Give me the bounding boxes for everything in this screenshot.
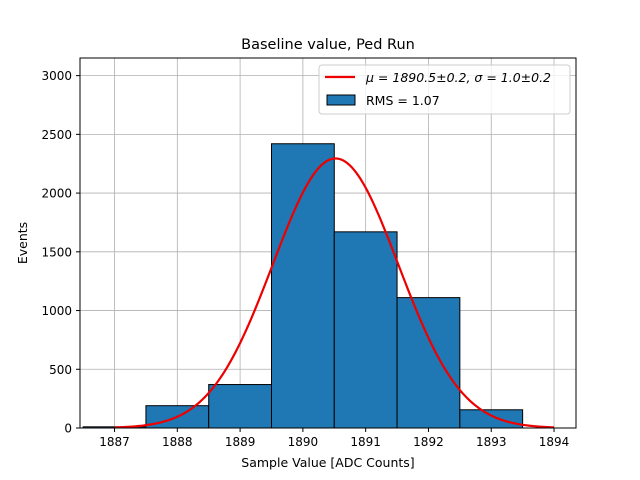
y-tick-label: 1000 bbox=[41, 304, 72, 318]
legend-histogram-label: RMS = 1.07 bbox=[366, 93, 440, 108]
legend: μ = 1890.5±0.2, σ = 1.0±0.2 RMS = 1.07 bbox=[318, 64, 571, 115]
x-tick-label: 1894 bbox=[539, 435, 570, 449]
histogram-bar bbox=[333, 231, 398, 429]
x-tick-label: 1889 bbox=[225, 435, 256, 449]
histogram-bar bbox=[208, 384, 272, 429]
x-tick-label: 1892 bbox=[413, 435, 444, 449]
x-tick-label: 1887 bbox=[99, 435, 130, 449]
x-tick-label: 1888 bbox=[162, 435, 193, 449]
x-tick-label: 1890 bbox=[288, 435, 319, 449]
y-tick-label: 0 bbox=[64, 422, 72, 436]
legend-histogram-swatch bbox=[326, 94, 356, 106]
legend-fit-mu: μ = 1890.5±0.2, bbox=[365, 70, 474, 85]
chart-title: Baseline value, Ped Run bbox=[241, 37, 415, 53]
legend-fit-label: μ = 1890.5±0.2, σ = 1.0±0.2 bbox=[365, 70, 551, 85]
gaussian-fit bbox=[114, 157, 555, 429]
y-tick-label: 500 bbox=[49, 363, 72, 377]
y-tick-label: 2500 bbox=[41, 128, 72, 142]
histogram-bar bbox=[459, 409, 524, 429]
histogram-bars bbox=[82, 143, 524, 429]
x-tick-label: 1893 bbox=[476, 435, 507, 449]
y-tick-label: 2000 bbox=[41, 187, 72, 201]
x-axis-label: Sample Value [ADC Counts] bbox=[241, 455, 414, 470]
fit-curve bbox=[114, 157, 555, 429]
y-axis: 0 500 1000 1500 2000 2500 3000 bbox=[41, 69, 80, 436]
legend-fit-sigma: σ = 1.0±0.2 bbox=[474, 70, 551, 85]
y-tick-label: 3000 bbox=[41, 69, 72, 83]
y-axis-label: Events bbox=[15, 222, 30, 264]
axes-frame bbox=[79, 57, 577, 429]
legend-box bbox=[318, 64, 571, 115]
x-tick-label: 1891 bbox=[350, 435, 381, 449]
y-tick-label: 1500 bbox=[41, 245, 72, 259]
histogram-bar bbox=[270, 143, 335, 429]
x-axis: 1887 1888 1889 1890 1891 1892 1893 1894 bbox=[99, 428, 569, 449]
histogram-bar bbox=[396, 297, 461, 429]
